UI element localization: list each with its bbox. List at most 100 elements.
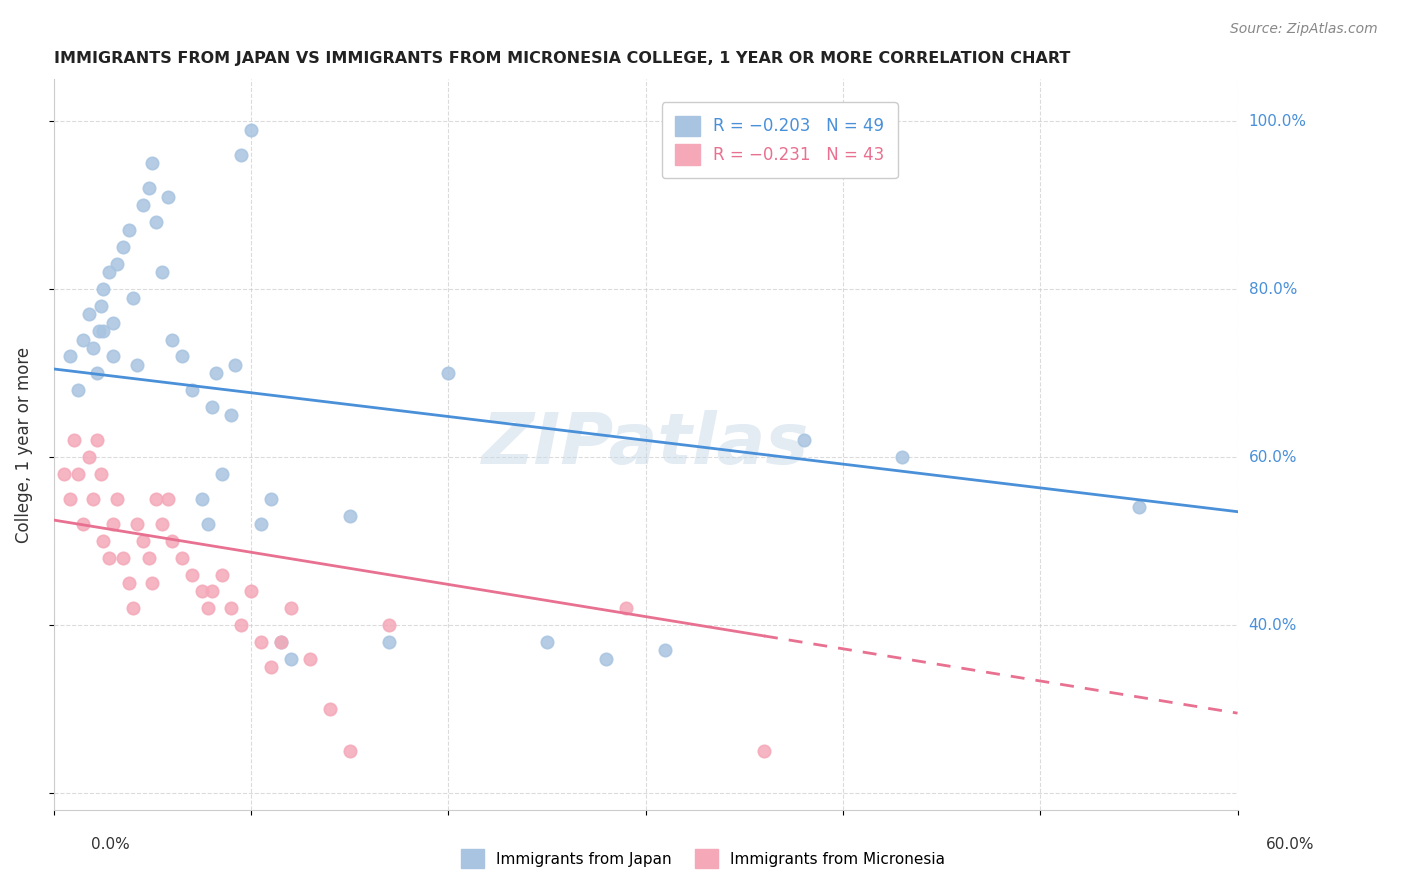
Point — [181, 567, 204, 582]
Point — [181, 383, 204, 397]
Point — [145, 215, 167, 229]
Point — [299, 651, 322, 665]
Point — [201, 584, 224, 599]
Point — [52, 467, 75, 481]
Point — [105, 257, 128, 271]
Point — [204, 366, 226, 380]
Text: 40.0%: 40.0% — [1249, 617, 1296, 632]
Point — [86, 366, 108, 380]
Text: Source: ZipAtlas.com: Source: ZipAtlas.com — [1230, 22, 1378, 37]
Text: 80.0%: 80.0% — [1249, 282, 1296, 297]
Point — [211, 567, 233, 582]
Point — [654, 643, 676, 657]
Point — [82, 341, 104, 355]
Text: 60.0%: 60.0% — [1249, 450, 1298, 465]
Point — [72, 333, 94, 347]
Legend: Immigrants from Japan, Immigrants from Micronesia: Immigrants from Japan, Immigrants from M… — [454, 841, 952, 875]
Point — [270, 635, 292, 649]
Point — [197, 517, 219, 532]
Point — [191, 584, 214, 599]
Point — [536, 635, 558, 649]
Point — [79, 307, 101, 321]
Point — [79, 450, 101, 464]
Point — [62, 434, 84, 448]
Text: 60.0%: 60.0% — [1267, 837, 1315, 852]
Point — [270, 635, 292, 649]
Point — [66, 383, 89, 397]
Point — [378, 635, 401, 649]
Text: IMMIGRANTS FROM JAPAN VS IMMIGRANTS FROM MICRONESIA COLLEGE, 1 YEAR OR MORE CORR: IMMIGRANTS FROM JAPAN VS IMMIGRANTS FROM… — [53, 51, 1070, 66]
Point — [191, 492, 214, 507]
Point — [211, 467, 233, 481]
Point — [250, 635, 273, 649]
Point — [101, 316, 124, 330]
Point — [231, 148, 253, 162]
Point — [145, 492, 167, 507]
Point — [792, 434, 814, 448]
Point — [150, 265, 173, 279]
Point — [82, 492, 104, 507]
Point — [111, 240, 134, 254]
Point — [91, 534, 114, 549]
Point — [125, 517, 148, 532]
Point — [437, 366, 460, 380]
Point — [131, 198, 153, 212]
Point — [170, 550, 193, 565]
Point — [260, 660, 283, 674]
Y-axis label: College, 1 year or more: College, 1 year or more — [15, 346, 32, 542]
Point — [111, 550, 134, 565]
Point — [118, 223, 141, 237]
Point — [91, 324, 114, 338]
Point — [891, 450, 914, 464]
Point — [1128, 500, 1150, 515]
Text: ZIPatlas: ZIPatlas — [482, 410, 810, 479]
Point — [98, 265, 121, 279]
Point — [121, 291, 143, 305]
Point — [221, 408, 243, 422]
Point — [240, 122, 263, 136]
Point — [89, 324, 111, 338]
Point — [59, 492, 82, 507]
Point — [131, 534, 153, 549]
Point — [160, 333, 183, 347]
Point — [91, 282, 114, 296]
Point — [240, 584, 263, 599]
Point — [90, 467, 112, 481]
Point — [157, 190, 180, 204]
Point — [125, 358, 148, 372]
Point — [150, 517, 173, 532]
Point — [59, 350, 82, 364]
Text: 100.0%: 100.0% — [1249, 114, 1306, 128]
Point — [280, 651, 302, 665]
Point — [260, 492, 283, 507]
Point — [101, 517, 124, 532]
Point — [752, 744, 775, 758]
Point — [201, 400, 224, 414]
Point — [141, 576, 163, 591]
Point — [250, 517, 273, 532]
Point — [86, 434, 108, 448]
Point — [197, 601, 219, 615]
Point — [224, 358, 246, 372]
Point — [319, 702, 342, 716]
Text: 0.0%: 0.0% — [91, 837, 131, 852]
Point — [101, 350, 124, 364]
Point — [339, 508, 361, 523]
Point — [614, 601, 637, 615]
Point — [221, 601, 243, 615]
Point — [170, 350, 193, 364]
Point — [157, 492, 180, 507]
Point — [98, 550, 121, 565]
Point — [90, 299, 112, 313]
Point — [66, 467, 89, 481]
Legend: R = −0.203   N = 49, R = −0.231   N = 43: R = −0.203 N = 49, R = −0.231 N = 43 — [661, 103, 898, 178]
Point — [231, 618, 253, 632]
Point — [160, 534, 183, 549]
Point — [378, 618, 401, 632]
Point — [138, 181, 160, 195]
Point — [339, 744, 361, 758]
Point — [72, 517, 94, 532]
Point — [280, 601, 302, 615]
Point — [105, 492, 128, 507]
Point — [141, 156, 163, 170]
